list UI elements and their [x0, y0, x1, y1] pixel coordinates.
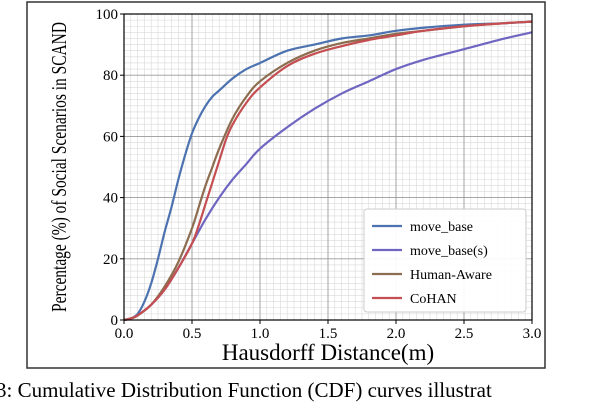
- legend-label-1: move_base(s): [410, 244, 488, 259]
- legend-label-3: CoHAN: [410, 292, 457, 307]
- x-tick-label: 2.0: [387, 326, 406, 342]
- series-line-0: [123, 20, 533, 322]
- y-axis-ticks: 0 20 40 60 80 100: [96, 7, 124, 329]
- x-tick-label: 1.5: [319, 326, 338, 342]
- series-line-3: [123, 20, 533, 322]
- x-tick-label: 3.0: [523, 326, 542, 342]
- series-layer: [123, 20, 533, 322]
- x-tick-label: 2.5: [455, 326, 474, 342]
- y-tick-label: 100: [96, 7, 119, 23]
- y-axis-label: Percentage (%) of Social Scenarios in SC…: [47, 22, 71, 312]
- x-tick-label: 1.0: [251, 326, 270, 342]
- y-tick-label: 40: [103, 191, 118, 207]
- x-axis-label: Hausdorff Distance(m): [222, 340, 434, 365]
- x-tick-label: 0.5: [183, 326, 202, 342]
- y-tick-label: 0: [111, 313, 119, 329]
- y-tick-label: 20: [103, 252, 118, 268]
- legend-box: [363, 208, 527, 313]
- series-line-2: [123, 20, 533, 322]
- x-axis-ticks: 0.0 0.5 1.0 1.5 2.0 2.5 3.0: [115, 320, 542, 342]
- y-tick-label: 80: [103, 68, 118, 84]
- y-tick-label: 60: [103, 129, 118, 145]
- legend: move_base move_base(s) Human-Aware CoHAN: [363, 208, 527, 313]
- legend-label-2: Human-Aware: [410, 268, 492, 283]
- figure-caption: 3: Cumulative Distribution Function (CDF…: [0, 378, 492, 402]
- legend-label-0: move_base: [410, 220, 473, 235]
- x-tick-label: 0.0: [115, 326, 134, 342]
